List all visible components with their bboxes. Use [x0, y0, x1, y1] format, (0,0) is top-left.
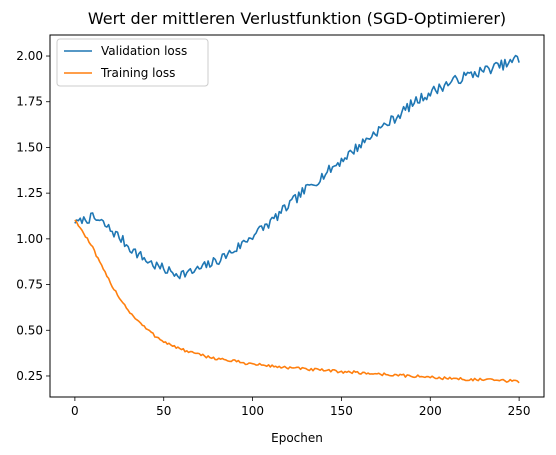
x-axis-ticks: 0 50 100 150 200 250	[71, 397, 531, 418]
y-tick-label: 0.75	[16, 278, 43, 292]
series-line-validation	[74, 54, 520, 280]
legend-label-training: Training loss	[100, 66, 175, 80]
plot-lines	[74, 54, 520, 384]
x-tick-label: 150	[330, 404, 353, 418]
legend-label-validation: Validation loss	[101, 44, 187, 58]
y-tick-label: 1.00	[16, 232, 43, 246]
x-tick-label: 200	[419, 404, 442, 418]
x-tick-label: 50	[156, 404, 171, 418]
y-tick-label: 0.50	[16, 323, 43, 337]
legend: Validation loss Training loss	[56, 38, 209, 87]
y-tick-label: 1.50	[16, 140, 43, 154]
x-tick-label: 100	[241, 404, 264, 418]
y-axis-ticks: 0.25 0.50 0.75 1.00 1.25 1.50 1.75 2.00	[16, 49, 50, 383]
x-tick-label: 0	[71, 404, 79, 418]
plot-frame	[49, 34, 545, 398]
x-axis-label: Epochen	[271, 431, 323, 445]
series-line-training	[74, 219, 520, 384]
x-tick-label: 250	[508, 404, 531, 418]
y-tick-label: 0.25	[16, 369, 43, 383]
y-tick-label: 1.75	[16, 95, 43, 109]
y-tick-label: 2.00	[16, 49, 43, 63]
chart-title: Wert der mittleren Verlustfunktion (SGD-…	[88, 9, 506, 28]
y-tick-label: 1.25	[16, 186, 43, 200]
legend-box	[56, 38, 209, 87]
